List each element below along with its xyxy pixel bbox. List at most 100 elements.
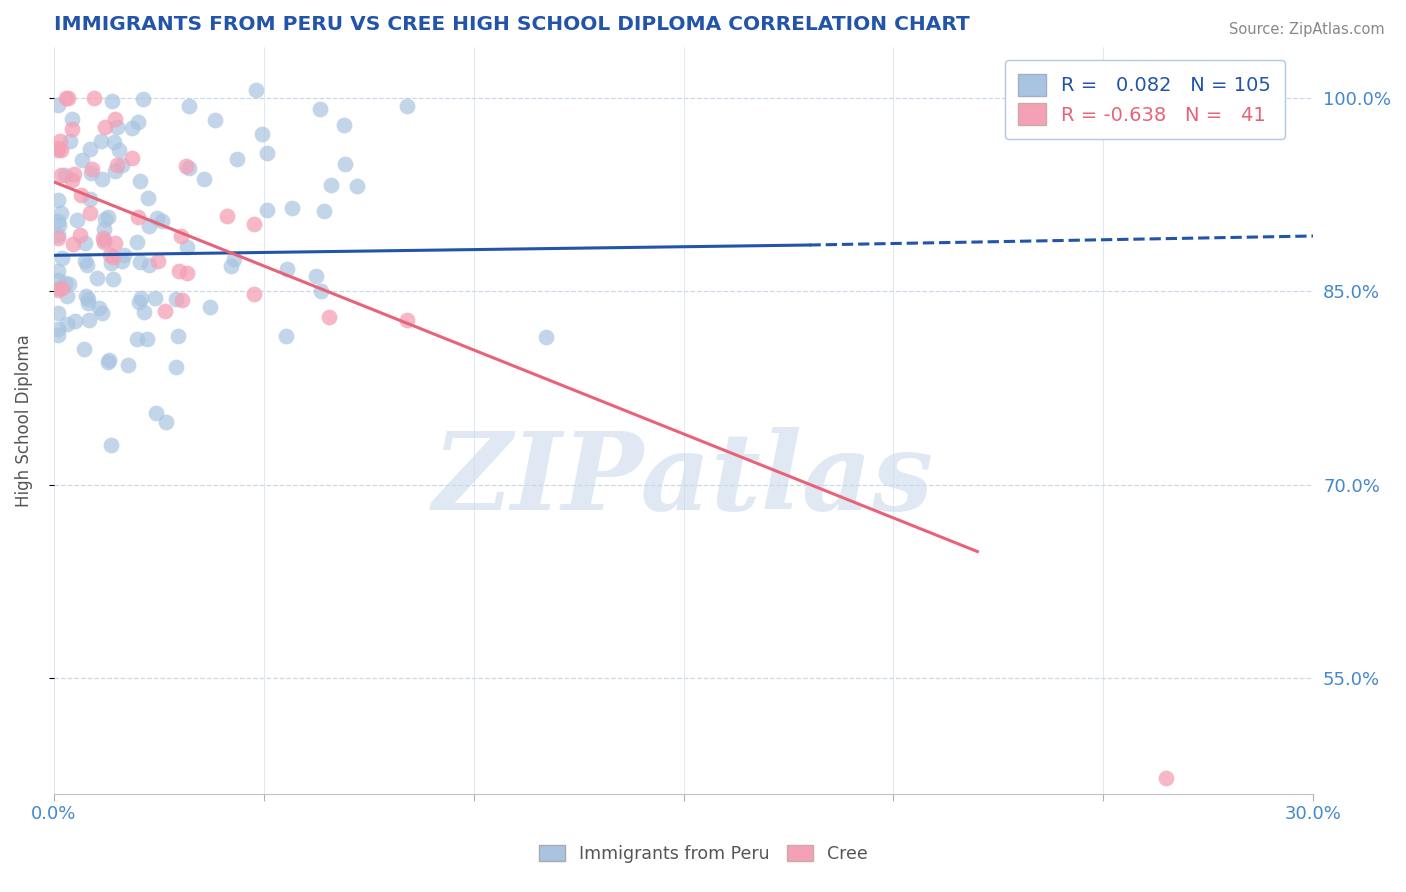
Point: [274, 328, 297, 343]
Point: [100, 256, 122, 270]
Point: [51, 251, 73, 265]
Point: [46, 327, 69, 342]
Point: [193, 172, 215, 186]
Text: IMMIGRANTS FROM PERU VS CREE HIGH SCHOOL DIPLOMA CORRELATION CHART: IMMIGRANTS FROM PERU VS CREE HIGH SCHOOL…: [53, 15, 970, 34]
Point: [319, 178, 342, 192]
Point: [112, 248, 135, 262]
Point: [281, 201, 304, 215]
Point: [146, 254, 169, 268]
Point: [77, 295, 100, 310]
Point: [60, 173, 83, 187]
Point: [65, 314, 87, 328]
Point: [98, 248, 121, 262]
Point: [97, 355, 120, 369]
Point: [60, 122, 83, 136]
Point: [129, 291, 152, 305]
Point: [56, 317, 79, 331]
Point: [100, 94, 122, 108]
Point: [69, 188, 91, 202]
Point: [153, 304, 176, 318]
Point: [256, 146, 278, 161]
Point: [111, 158, 134, 172]
Point: [395, 98, 418, 112]
Point: [80, 161, 103, 176]
Point: [256, 203, 278, 218]
Point: [167, 263, 190, 277]
Point: [177, 161, 200, 175]
Point: [176, 266, 198, 280]
Point: [46, 273, 69, 287]
Point: [94, 212, 117, 227]
Point: [105, 158, 128, 172]
Point: [46, 141, 69, 155]
Point: [128, 295, 150, 310]
Point: [76, 258, 98, 272]
Point: [165, 360, 187, 375]
Point: [136, 332, 159, 346]
Point: [242, 287, 264, 301]
Point: [55, 91, 77, 105]
Point: [73, 254, 96, 268]
Point: [103, 235, 125, 250]
Point: [93, 233, 115, 247]
Point: [333, 118, 356, 132]
Point: [100, 438, 122, 452]
Point: [121, 152, 143, 166]
Point: [127, 115, 149, 129]
Point: [169, 229, 191, 244]
Point: [335, 157, 357, 171]
Point: [250, 128, 273, 142]
Legend: Immigrants from Peru, Cree: Immigrants from Peru, Cree: [531, 838, 875, 870]
Point: [309, 102, 332, 116]
Point: [134, 304, 156, 318]
Point: [90, 172, 112, 186]
Point: [58, 277, 80, 291]
Point: [127, 235, 149, 249]
Point: [318, 310, 340, 325]
Point: [127, 332, 149, 346]
Point: [46, 98, 69, 112]
Point: [104, 163, 127, 178]
Legend: R =   0.082   N = 105, R = -0.638   N =   41: R = 0.082 N = 105, R = -0.638 N = 41: [1005, 60, 1285, 139]
Point: [79, 142, 101, 156]
Point: [75, 235, 97, 250]
Point: [46, 227, 69, 242]
Point: [53, 276, 76, 290]
Point: [79, 192, 101, 206]
Point: [62, 237, 84, 252]
Point: [305, 269, 328, 284]
Point: [98, 352, 121, 367]
Text: Source: ZipAtlas.com: Source: ZipAtlas.com: [1229, 22, 1385, 37]
Point: [128, 254, 150, 268]
Point: [93, 235, 115, 249]
Point: [145, 211, 167, 225]
Point: [167, 329, 190, 343]
Point: [101, 251, 124, 265]
Point: [46, 193, 69, 207]
Point: [219, 259, 242, 273]
Point: [128, 173, 150, 187]
Point: [49, 205, 72, 219]
Point: [165, 293, 187, 307]
Point: [46, 230, 69, 244]
Point: [51, 143, 73, 157]
Point: [51, 281, 73, 295]
Point: [86, 270, 108, 285]
Point: [117, 358, 139, 372]
Point: [215, 209, 238, 223]
Point: [60, 112, 83, 126]
Point: [245, 83, 267, 97]
Point: [136, 191, 159, 205]
Point: [59, 134, 82, 148]
Point: [309, 284, 332, 298]
Point: [104, 112, 127, 126]
Point: [91, 306, 114, 320]
Point: [46, 284, 69, 298]
Point: [91, 231, 114, 245]
Point: [138, 219, 160, 234]
Point: [97, 210, 120, 224]
Point: [80, 166, 103, 180]
Point: [346, 179, 368, 194]
Point: [150, 214, 173, 228]
Point: [242, 217, 264, 231]
